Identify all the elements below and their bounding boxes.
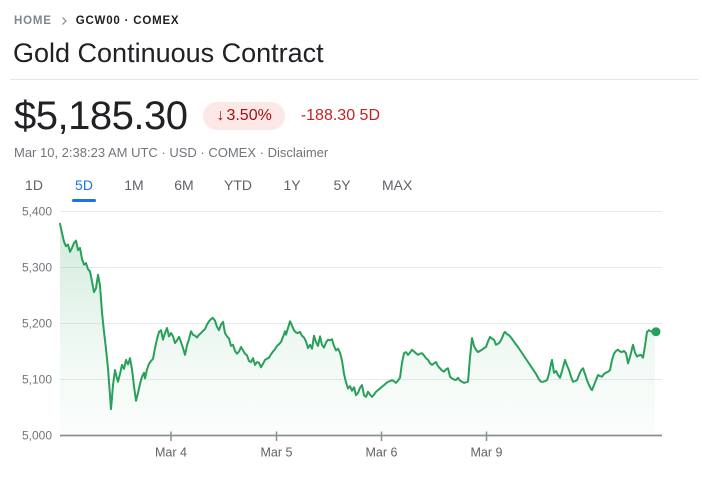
chevron-right-icon xyxy=(58,15,70,27)
svg-text:Mar 6: Mar 6 xyxy=(366,446,398,460)
svg-text:5,100: 5,100 xyxy=(22,373,52,387)
tab-6m[interactable]: 6M xyxy=(174,173,194,197)
last-price-dot xyxy=(651,327,661,337)
change-percent-value: 3.50% xyxy=(226,107,272,124)
y-axis-labels: 5,000 5,100 5,200 5,300 5,400 xyxy=(22,205,52,443)
tab-1d[interactable]: 1D xyxy=(24,173,44,197)
timestamp-text: Mar 10, 2:38:23 AM UTC · USD · COMEX · xyxy=(14,145,268,160)
svg-text:5,000: 5,000 xyxy=(22,429,52,443)
breadcrumb-symbol: GCW00 · COMEX xyxy=(75,15,180,27)
svg-text:5,200: 5,200 xyxy=(22,317,52,331)
tab-1y[interactable]: 1Y xyxy=(282,173,302,197)
breadcrumb: HOME GCW00 · COMEX xyxy=(0,0,702,29)
quote-meta: Mar 10, 2:38:23 AM UTC · USD · COMEX · D… xyxy=(14,145,702,160)
change-percent-badge: ↓ 3.50% xyxy=(203,102,285,130)
arrow-down-icon: ↓ xyxy=(216,107,225,124)
current-price: $5,185.30 xyxy=(14,93,188,138)
header-divider xyxy=(10,79,698,80)
change-absolute: -188.30 5D xyxy=(300,107,380,124)
svg-text:Mar 9: Mar 9 xyxy=(471,446,503,460)
svg-text:Mar 4: Mar 4 xyxy=(155,446,187,460)
svg-text:5,400: 5,400 xyxy=(22,205,52,219)
disclaimer-link[interactable]: Disclaimer xyxy=(267,145,329,160)
price-line xyxy=(59,222,656,411)
price-chart[interactable]: 5,000 5,100 5,200 5,300 5,400 Mar 4 Mar 5 Mar 6… xyxy=(0,192,702,478)
svg-text:Mar 5: Mar 5 xyxy=(261,446,293,460)
tab-1m[interactable]: 1M xyxy=(124,173,144,197)
chart-area-fill xyxy=(60,223,655,436)
tab-5y[interactable]: 5Y xyxy=(332,173,352,197)
x-axis-labels: Mar 4 Mar 5 Mar 6 Mar 9 xyxy=(155,431,503,460)
page-title: Gold Continuous Contract xyxy=(13,38,324,68)
tab-max[interactable]: MAX xyxy=(382,173,412,197)
chart-gridlines xyxy=(60,211,662,380)
time-range-tabs: 1D 5D 1M 6M YTD 1Y 5Y MAX xyxy=(24,173,702,197)
tab-5d[interactable]: 5D xyxy=(74,173,94,197)
breadcrumb-home-link[interactable]: HOME xyxy=(14,15,52,27)
svg-text:5,300: 5,300 xyxy=(22,261,52,275)
quote-row: $5,185.30 ↓ 3.50% -188.30 5D xyxy=(14,94,702,138)
tab-ytd[interactable]: YTD xyxy=(224,173,252,197)
